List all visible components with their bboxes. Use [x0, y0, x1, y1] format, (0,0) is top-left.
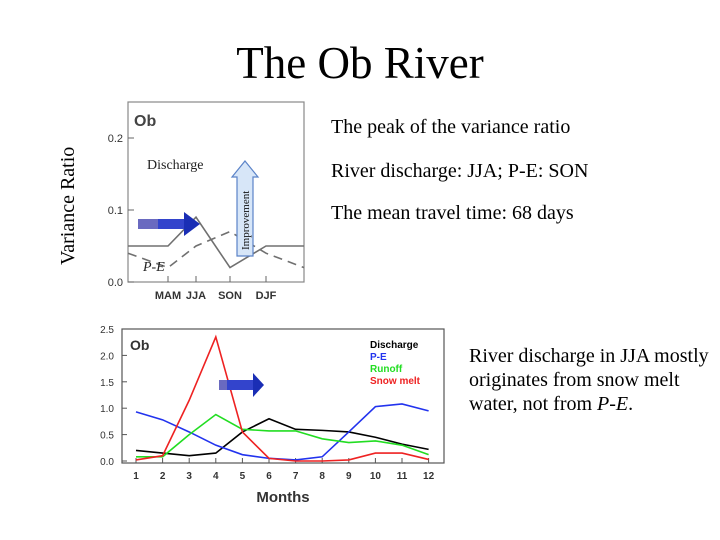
monthly-chart: Ob 0.00.51.01.52.02.5 1 2 3 4 5 6 7 8 9 10 11 12 Di… [100, 325, 445, 506]
bullet-seasons: River discharge: JJA; P-E: SON [331, 160, 589, 182]
chart-title: Ob [134, 113, 156, 130]
series-line-runoff [136, 413, 429, 458]
snowmelt-note: River discharge in JJA mostly originates… [469, 344, 709, 416]
x-tick-label: SON [218, 290, 242, 302]
note-text: River discharge in JJA mostly originates… [469, 345, 709, 415]
variance-ratio-chart: Ob 0.00.10.2 MAM JJA SON DJF Discharge P-E … [108, 101, 305, 302]
x-tick-label: MAM [155, 290, 181, 302]
legend-item: Snow melt [370, 376, 421, 387]
series-line-snow-melt [135, 334, 429, 462]
x-tick-label: 9 [346, 471, 352, 482]
y-tick-label: 0.2 [108, 133, 123, 145]
note-end: . [628, 393, 634, 415]
y-axis: 0.0 0.5 1.0 1.5 2.0 2.5 [100, 325, 127, 468]
x-tick-label: 6 [266, 471, 272, 482]
x-tick-label: 5 [240, 471, 246, 482]
y-tick-label: 0.0 [108, 277, 123, 289]
y-tick-label: 1.0 [100, 404, 114, 415]
x-tick-label: 3 [186, 471, 192, 482]
legend-item: Discharge [370, 340, 419, 351]
discharge-callout: Discharge [147, 158, 204, 173]
series-line-p-e [127, 230, 305, 269]
series-line-discharge [128, 215, 304, 269]
x-tick-label: DJF [256, 290, 277, 302]
variance-ratio-label: Variance Ratio [57, 146, 79, 265]
arrow-icon [138, 212, 200, 236]
x-tick-label: 12 [423, 471, 435, 482]
y-tick-label: 0.0 [100, 457, 114, 468]
y-tick-label: 2.5 [100, 325, 114, 336]
y-tick-label: 1.5 [100, 378, 114, 389]
improvement-label: Improvement [240, 191, 252, 250]
x-tick-label: 7 [293, 471, 299, 482]
plot-frame [127, 101, 305, 283]
x-tick-label: 4 [213, 471, 219, 482]
improvement-up-arrow-icon: Improvement [230, 160, 260, 257]
legend-item: Runoff [370, 364, 403, 375]
x-tick-label: 1 [133, 471, 139, 482]
x-axis-title: Months [256, 489, 309, 506]
pe-callout: P-E [142, 260, 165, 275]
series-line-p-e [135, 403, 429, 461]
note-pe: P-E [597, 393, 629, 415]
slide-title: The Ob River [236, 38, 484, 88]
series-line-discharge [135, 417, 429, 457]
x-axis: MAM JJA SON DJF [155, 276, 277, 302]
series-lines [135, 334, 429, 462]
arrow-icon [219, 373, 264, 397]
y-tick-label: 0.5 [100, 431, 114, 442]
x-tick-label: 2 [160, 471, 166, 482]
x-tick-label: JJA [186, 290, 206, 302]
legend-item: P-E [370, 352, 387, 363]
y-tick-label: 0.1 [108, 205, 123, 217]
x-tick-label: 8 [319, 471, 325, 482]
x-tick-label: 11 [397, 471, 408, 482]
y-tick-label: 2.0 [100, 351, 114, 362]
bullet-travel-time: The mean travel time: 68 days [331, 202, 574, 224]
x-tick-label: 10 [370, 471, 382, 482]
bullet-peak: The peak of the variance ratio [331, 116, 571, 138]
plot-frame [121, 328, 445, 464]
y-axis: 0.0 0.1 0.2 [108, 133, 134, 289]
series-lines [127, 215, 305, 269]
x-axis: 1 2 3 4 5 6 7 8 9 10 11 12 [133, 458, 435, 482]
chart-title: Ob [130, 337, 149, 353]
